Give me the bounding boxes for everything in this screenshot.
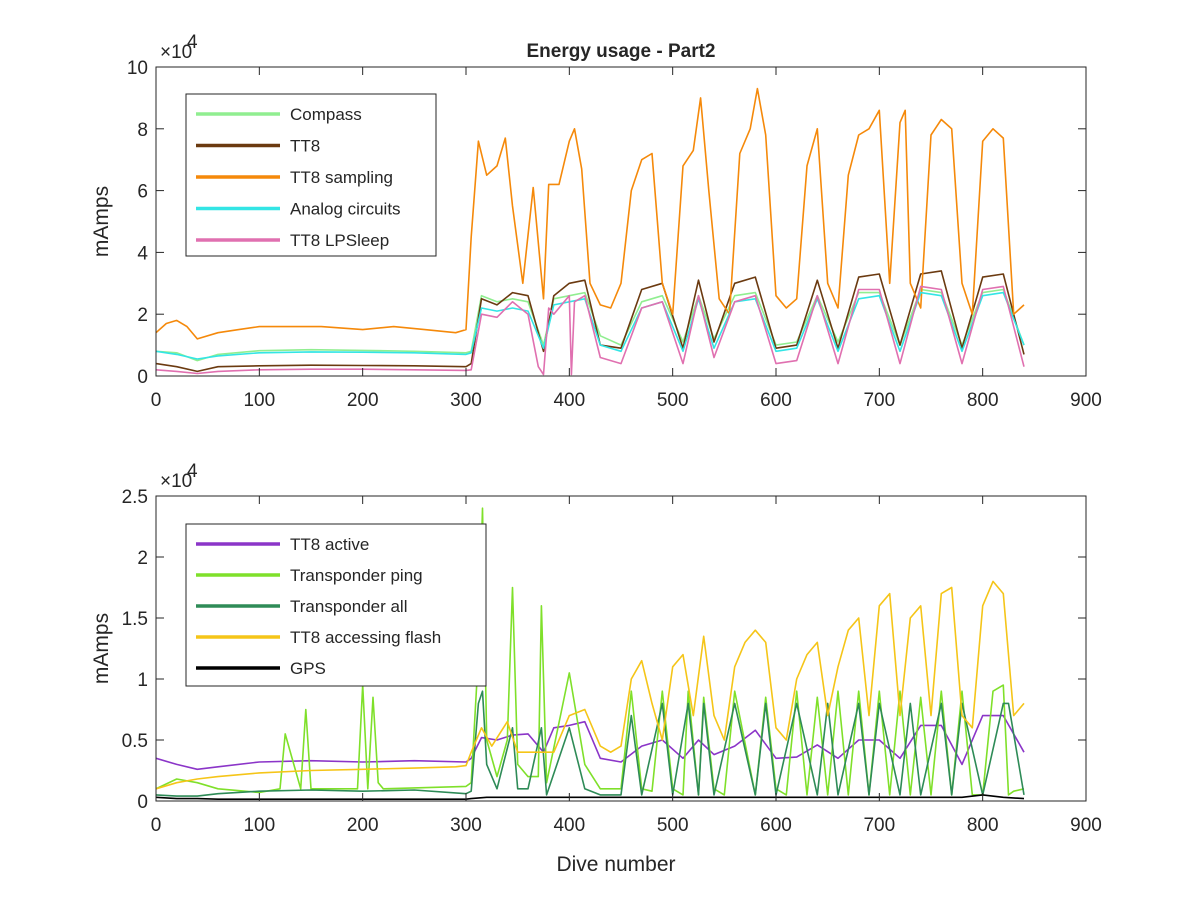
y-axis-label: mAmps xyxy=(90,613,113,684)
x-tick-label: 800 xyxy=(967,815,999,836)
y-tick-label: 0.5 xyxy=(122,731,148,752)
y-exponent-power: 4 xyxy=(187,461,198,482)
x-tick-label: 0 xyxy=(151,815,162,836)
series-line-transponder-all xyxy=(156,690,1025,797)
legend-entry: Transponder ping xyxy=(290,566,423,585)
y-tick-label: 8 xyxy=(137,120,148,141)
x-tick-label: 300 xyxy=(450,390,482,411)
x-tick-label: 900 xyxy=(1070,390,1102,411)
legend-entry: Analog circuits xyxy=(290,200,401,219)
legend-entry: Transponder all xyxy=(290,597,408,616)
bottom-axes: 0 100 200 300 400 500 600 700 800 900 0 0.5 1 1.5 2 2.5… xyxy=(90,461,1102,876)
series-line-tt8-sampling xyxy=(156,87,1025,340)
y-tick-label: 2 xyxy=(137,548,148,569)
y-tick-label: 1 xyxy=(137,670,148,691)
series-line-transponder-ping xyxy=(156,507,1025,796)
series-line-analog-circuits xyxy=(156,291,1025,360)
x-tick-label: 800 xyxy=(967,390,999,411)
x-tick-label: 100 xyxy=(243,390,275,411)
y-tick-label: 6 xyxy=(137,182,148,203)
y-tick-label: 0 xyxy=(137,367,148,388)
y-exponent-power: 4 xyxy=(187,32,198,53)
legend-entry: TT8 accessing flash xyxy=(290,628,441,647)
x-tick-label: 400 xyxy=(553,815,585,836)
x-tick-label: 600 xyxy=(760,390,792,411)
x-tick-label: 500 xyxy=(657,815,689,836)
legend: TT8 active Transponder ping Transponder al… xyxy=(185,523,487,687)
axes-frame xyxy=(155,495,1087,802)
x-tick-label: 900 xyxy=(1070,815,1102,836)
legend-entry: TT8 active xyxy=(290,535,369,554)
y-tick-label: 1.5 xyxy=(122,609,148,630)
x-tick-label: 700 xyxy=(863,815,895,836)
legend-entry: TT8 sampling xyxy=(290,168,393,187)
y-tick-label: 2.5 xyxy=(122,487,148,508)
y-tick-label: 4 xyxy=(137,243,148,264)
y-exponent-label: ×10 xyxy=(160,471,192,492)
top-axes: 0 100 200 300 400 500 600 700 800 9000246810×104m… xyxy=(90,32,1102,411)
x-tick-label: 300 xyxy=(450,815,482,836)
x-tick-label: 200 xyxy=(347,815,379,836)
series-line-tt8 xyxy=(156,270,1025,373)
x-tick-label: 0 xyxy=(151,390,162,411)
chart-title: Energy usage - Part2 xyxy=(526,41,715,62)
x-tick-label: 200 xyxy=(347,390,379,411)
series-line-compass xyxy=(156,288,1025,362)
y-exponent-label: ×10 xyxy=(160,42,192,63)
legend-entry: GPS xyxy=(290,659,326,678)
y-tick-label: 0 xyxy=(137,792,148,813)
x-tick-label: 600 xyxy=(760,815,792,836)
x-tick-label: 100 xyxy=(243,815,275,836)
y-axis-label: mAmps xyxy=(90,186,113,257)
legend-box xyxy=(185,93,437,257)
y-tick-label: 2 xyxy=(137,305,148,326)
series-line-tt8-accessing-flash xyxy=(156,580,1025,790)
x-tick-label: 500 xyxy=(657,390,689,411)
series-group xyxy=(156,87,1025,376)
series-line-tt8-lpsleep xyxy=(156,285,1025,376)
x-axis-label: Dive number xyxy=(556,853,675,876)
legend-entry: Compass xyxy=(290,105,362,124)
legend: Compass TT8 TT8 sampling Analog circuits TT8… xyxy=(185,93,437,257)
legend-entry: TT8 xyxy=(290,137,320,156)
y-tick-label: 10 xyxy=(127,58,148,79)
axes-frame xyxy=(155,66,1087,377)
x-tick-label: 400 xyxy=(553,390,585,411)
x-tick-label: 700 xyxy=(863,390,895,411)
legend-entry: TT8 LPSleep xyxy=(290,231,389,250)
